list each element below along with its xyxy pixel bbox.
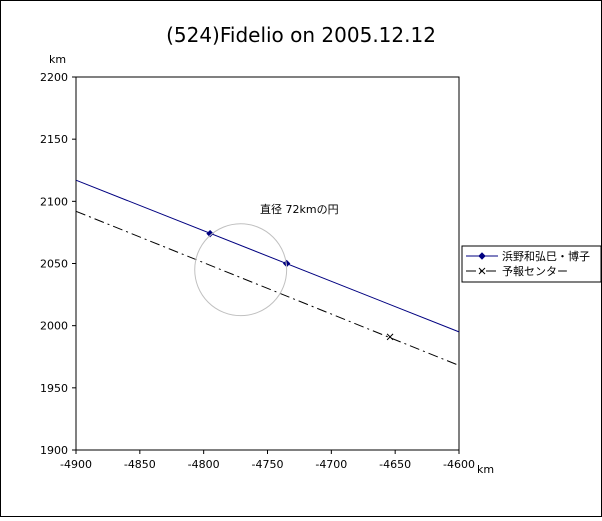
x-tick-label: -4600 (443, 458, 475, 471)
circle-annotation: 直径 72kmの円 (260, 202, 339, 216)
y-tick-label: 2150 (40, 133, 68, 146)
series-2-point-stroke (386, 333, 394, 341)
x-tick-label: -4850 (124, 458, 156, 471)
axes: -4900 -4850 -4800 -4750 -4700 -4650 -4600 1900 1… (40, 71, 475, 471)
series-2-point (386, 333, 394, 341)
legend-marker-series-2 (478, 267, 486, 275)
circle-layer (194, 223, 288, 317)
series-2-line (75, 210, 460, 366)
x-unit-label: km (477, 463, 494, 476)
series-layer (75, 179, 460, 366)
x-tick-label: -4650 (379, 458, 411, 471)
x-tick-label: -4750 (252, 458, 284, 471)
y-tick-label: 2200 (40, 71, 68, 84)
series-1-point (206, 229, 214, 238)
x-tick-label: -4800 (188, 458, 220, 471)
legend-marker-series-1 (478, 252, 486, 260)
series-1-line (75, 179, 460, 333)
x-tick-label: -4900 (60, 458, 92, 471)
y-tick-label: 2050 (40, 258, 68, 271)
y-tick-label: 1950 (40, 382, 68, 395)
y-tick-label: 1900 (40, 444, 68, 457)
legend-box (461, 245, 602, 283)
legend-swatches (466, 252, 498, 275)
legend-label-series-2: 予報センター (502, 265, 568, 278)
y-unit-label: km (49, 53, 66, 66)
legend: 浜野和弘巳・博子 予報センター (461, 245, 602, 283)
y-tick-label: 2100 (40, 195, 68, 208)
legend-marker-series-2-stroke (478, 267, 486, 275)
reference-circle (194, 223, 288, 317)
y-tick-label: 2000 (40, 320, 68, 333)
legend-label-series-1: 浜野和弘巳・博子 (502, 250, 590, 263)
plot-area (75, 76, 460, 451)
x-tick-label: -4700 (315, 458, 347, 471)
chart-title: (524)Fidelio on 2005.12.12 (166, 23, 436, 47)
